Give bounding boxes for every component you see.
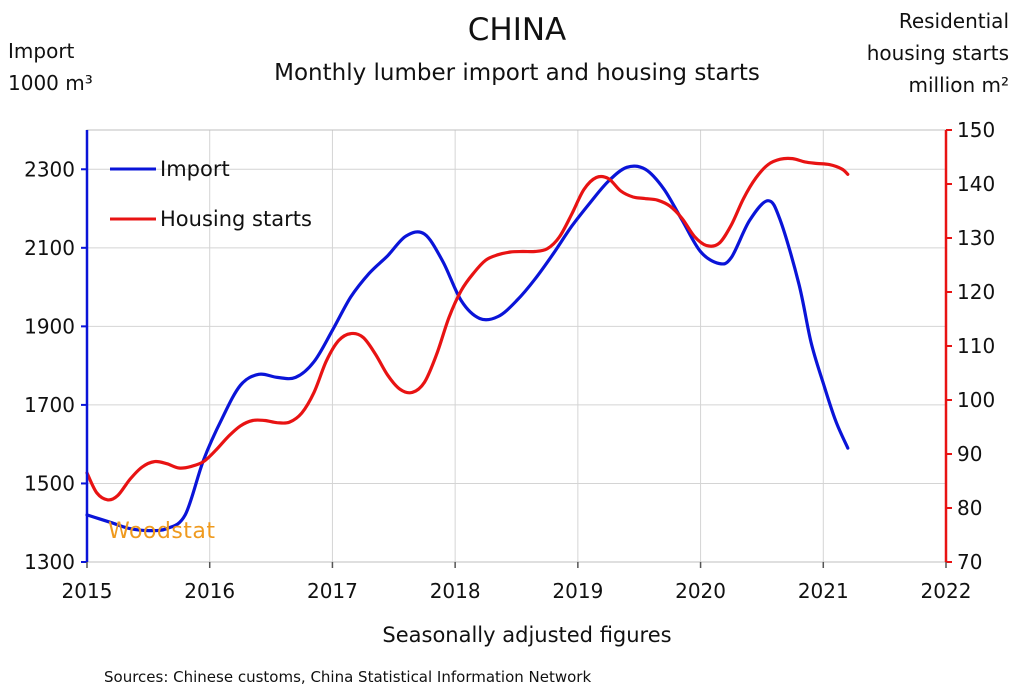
right-y-ticks: 70 80 90 100 110 120 130 140 150 <box>946 118 995 574</box>
x-tick-label: 2021 <box>798 579 849 603</box>
x-ticks: 2015 2016 2017 2018 2019 2020 2021 2022 <box>62 562 972 603</box>
right-y-tick-label: 140 <box>957 172 995 196</box>
left-y-tick-label: 1300 <box>24 550 75 574</box>
legend-import-label: Import <box>160 157 230 181</box>
right-y-tick-label: 110 <box>957 334 995 358</box>
x-tick-label: 2018 <box>430 579 481 603</box>
right-y-tick-label: 80 <box>957 496 982 520</box>
left-y-tick-label: 1700 <box>24 393 75 417</box>
right-y-tick-label: 70 <box>957 550 982 574</box>
right-y-tick-label: 130 <box>957 226 995 250</box>
left-axis-label-line1: Import <box>8 39 75 63</box>
x-axis-label: Seasonally adjusted figures <box>382 623 671 647</box>
right-axis-label-line3: million m² <box>909 73 1009 97</box>
left-y-ticks: 1300 1500 1700 1900 2100 2300 <box>24 157 87 574</box>
source-note: Sources: Chinese customs, China Statisti… <box>104 668 591 686</box>
right-y-tick-label: 90 <box>957 442 982 466</box>
x-tick-label: 2016 <box>184 579 235 603</box>
right-axis-label-line1: Residential <box>899 9 1009 33</box>
right-y-tick-label: 120 <box>957 280 995 304</box>
x-tick-label: 2020 <box>675 579 726 603</box>
x-tick-label: 2015 <box>62 579 113 603</box>
chart-title: CHINA <box>468 12 567 48</box>
left-y-tick-label: 2100 <box>24 236 75 260</box>
chart-subtitle: Monthly lumber import and housing starts <box>274 60 760 86</box>
right-y-tick-label: 100 <box>957 388 995 412</box>
left-y-tick-label: 2300 <box>24 157 75 181</box>
x-tick-label: 2017 <box>307 579 358 603</box>
x-tick-label: 2022 <box>921 579 972 603</box>
left-y-tick-label: 1900 <box>24 314 75 338</box>
plot-area-frame <box>86 129 947 563</box>
watermark-logo: Woodstat <box>108 519 216 544</box>
legend-housing-label: Housing starts <box>160 207 312 231</box>
x-tick-label: 2019 <box>552 579 603 603</box>
series-line-housing-starts <box>85 156 850 502</box>
gridlines <box>87 130 946 562</box>
left-axis-label-line2: 1000 m³ <box>8 71 93 95</box>
right-axis-label-line2: housing starts <box>867 41 1009 65</box>
series-layer <box>85 156 850 533</box>
series-line-import <box>85 164 850 533</box>
left-y-tick-label: 1500 <box>24 471 75 495</box>
legend: Import Housing starts <box>110 157 312 231</box>
right-y-tick-label: 150 <box>957 118 995 142</box>
